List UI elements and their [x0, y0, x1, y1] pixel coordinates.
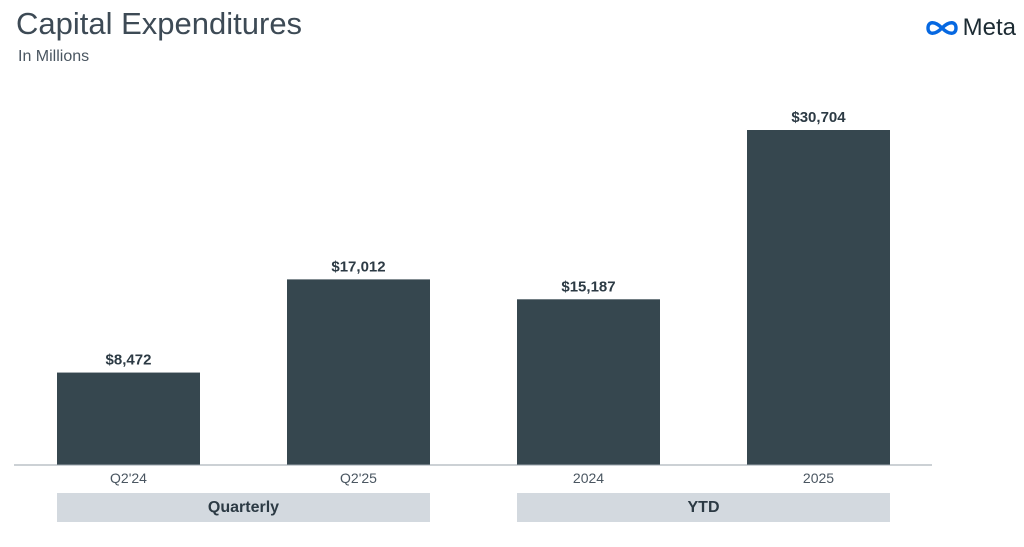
x-tick-label: 2024	[573, 470, 604, 486]
group-label: Quarterly	[57, 493, 430, 522]
data-label: $17,012	[331, 258, 385, 275]
x-tick-label: Q2'25	[340, 470, 377, 486]
bar	[57, 372, 200, 465]
chart-title: Capital Expenditures	[16, 6, 303, 41]
group-label: YTD	[517, 493, 890, 522]
bar	[517, 299, 660, 465]
chart-subtitle: In Millions	[18, 48, 90, 65]
data-label: $15,187	[561, 278, 615, 295]
meta-infinity-icon	[925, 18, 959, 38]
meta-wordmark: Meta	[962, 14, 1016, 41]
meta-logo: Meta	[925, 12, 1016, 44]
x-tick-label: 2025	[803, 470, 834, 486]
data-label: $8,472	[106, 352, 152, 369]
x-tick-label: Q2'24	[110, 470, 147, 486]
bar	[287, 279, 430, 465]
data-label: $30,704	[791, 109, 846, 126]
bar	[747, 130, 890, 465]
